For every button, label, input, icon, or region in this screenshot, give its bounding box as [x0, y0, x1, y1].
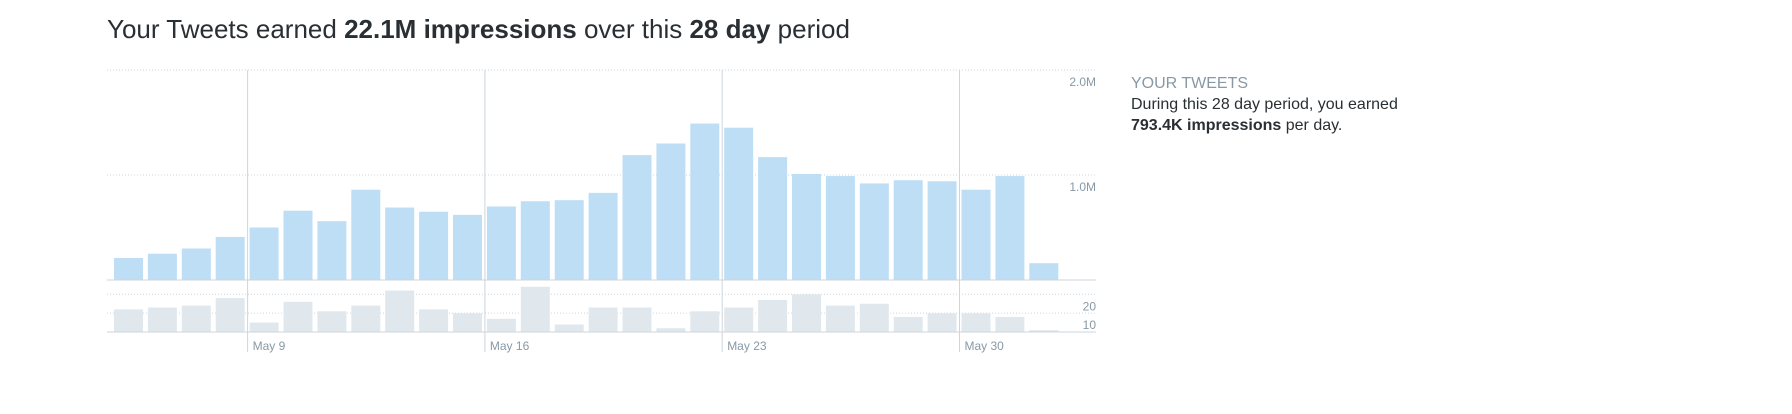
bar: [520, 286, 550, 332]
bar: [961, 313, 991, 332]
y-tick-label: 2.0M: [1069, 75, 1096, 89]
bar: [588, 192, 618, 280]
bar: [1029, 330, 1059, 332]
y-tick-label: 20: [1083, 299, 1097, 313]
headline-text: period: [777, 14, 850, 44]
headline-strong: 22.1M impressions: [344, 14, 577, 44]
bar: [283, 301, 313, 332]
headline-text: over this: [583, 14, 683, 44]
bar: [622, 155, 652, 280]
bar: [724, 307, 754, 332]
x-tick-label: May 9: [253, 339, 286, 353]
bar: [486, 318, 516, 332]
bar: [283, 210, 313, 280]
bar: [486, 206, 516, 280]
bar: [758, 299, 788, 332]
bar: [520, 201, 550, 280]
bar: [351, 305, 381, 332]
bar: [317, 221, 347, 280]
bar: [825, 176, 855, 280]
bar: [147, 253, 177, 280]
bar: [792, 294, 821, 332]
bar: [181, 248, 211, 280]
bar: [554, 324, 584, 332]
bar: [385, 290, 415, 332]
bar: [1029, 263, 1059, 280]
bar: [690, 123, 720, 280]
bar: [215, 298, 245, 332]
summary-strong: 793.4K impressions: [1131, 117, 1282, 134]
bar: [893, 180, 923, 280]
bar: [114, 257, 143, 280]
bar: [961, 189, 991, 280]
summary-tail: per day.: [1285, 117, 1343, 134]
bar: [656, 328, 686, 332]
bar: [181, 305, 211, 332]
headline-text: Your Tweets earned: [107, 14, 337, 44]
bar: [351, 189, 381, 280]
bar: [317, 311, 347, 332]
headline-strong: 28 day: [689, 14, 771, 44]
bar: [554, 200, 584, 280]
bar: [792, 173, 821, 280]
headline: Your Tweets earned 22.1M impressions ove…: [107, 14, 850, 45]
summary-text: During this 28 day period, you earned 793…: [1131, 94, 1461, 136]
bar: [859, 183, 889, 280]
x-tick-label: May 30: [965, 339, 1005, 353]
bar: [859, 303, 889, 332]
bar: [893, 316, 923, 332]
bar: [453, 214, 482, 280]
bar: [927, 313, 957, 332]
bar: [622, 307, 652, 332]
y-tick-label: 10: [1083, 318, 1097, 332]
bar: [147, 307, 177, 332]
bar: [656, 143, 686, 280]
bar: [419, 309, 449, 332]
x-tick-label: May 23: [727, 339, 767, 353]
summary-line: During this 28 day period, you earned: [1131, 96, 1398, 113]
y-tick-label: 1.0M: [1069, 180, 1096, 194]
bar: [995, 316, 1025, 332]
bar: [825, 305, 855, 332]
bar: [385, 207, 415, 280]
bar: [249, 322, 279, 332]
bar: [453, 313, 482, 332]
bar: [690, 311, 720, 332]
bar: [758, 157, 788, 280]
summary-heading: YOUR TWEETS: [1131, 75, 1249, 92]
summary: YOUR TWEETS During this 28 day period, y…: [1131, 73, 1461, 136]
bar: [995, 176, 1025, 280]
bar: [927, 181, 957, 280]
bar: [419, 211, 449, 280]
bar: [724, 127, 754, 280]
bar: [114, 309, 143, 332]
bar: [215, 236, 245, 280]
bar: [588, 307, 618, 332]
bar: [249, 227, 279, 280]
x-tick-label: May 16: [490, 339, 530, 353]
